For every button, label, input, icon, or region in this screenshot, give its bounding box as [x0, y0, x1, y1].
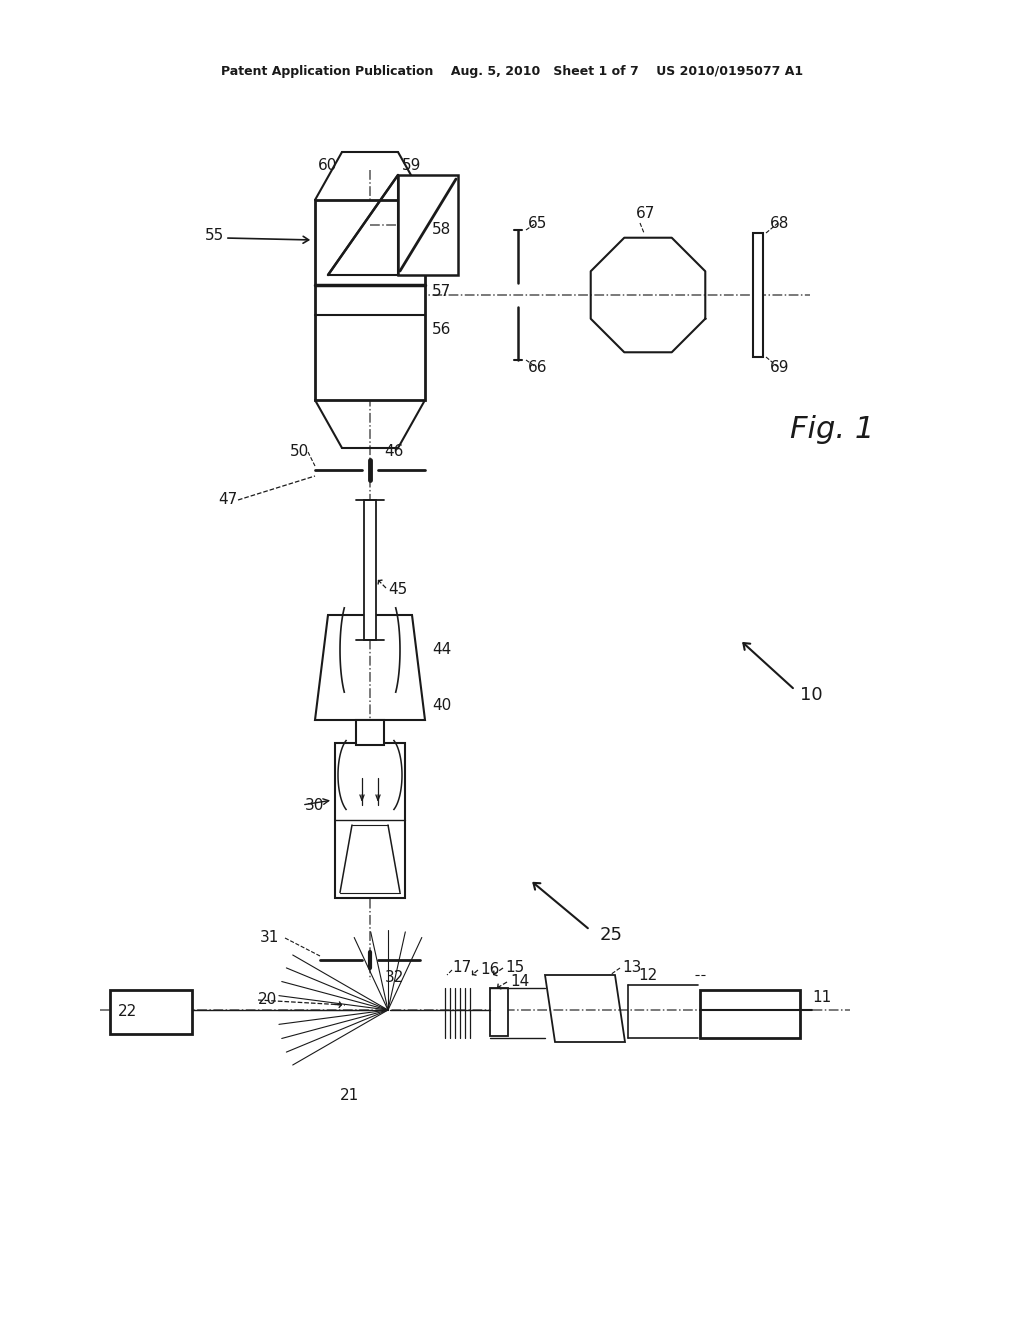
Text: 30: 30 [305, 797, 325, 813]
Bar [110, 990, 193, 1034]
Text: 10: 10 [800, 686, 822, 704]
Text: 65: 65 [528, 215, 548, 231]
Text: 60: 60 [318, 157, 337, 173]
Text: 15: 15 [505, 961, 524, 975]
Text: 59: 59 [402, 157, 422, 173]
Text: 14: 14 [510, 974, 529, 990]
Bar [700, 990, 800, 1038]
Bar [490, 987, 508, 1036]
Text: 12: 12 [638, 968, 657, 982]
Bar [398, 176, 458, 275]
Text: Patent Application Publication    Aug. 5, 2010   Sheet 1 of 7    US 2010/0195077: Patent Application Publication Aug. 5, 2… [221, 66, 803, 78]
Text: 68: 68 [770, 215, 790, 231]
Text: 32: 32 [385, 970, 404, 986]
Text: 11: 11 [812, 990, 831, 1006]
Text: 13: 13 [622, 961, 641, 975]
Text: 21: 21 [340, 1088, 359, 1102]
Bar [356, 719, 384, 744]
Text: 31: 31 [260, 931, 280, 945]
Text: 16: 16 [480, 962, 500, 978]
Text: 66: 66 [528, 359, 548, 375]
Bar [364, 500, 376, 640]
Text: Fig. 1: Fig. 1 [790, 416, 874, 445]
Text: 40: 40 [432, 697, 452, 713]
Text: 58: 58 [432, 223, 452, 238]
Text: 50: 50 [290, 445, 309, 459]
Text: 57: 57 [432, 285, 452, 300]
Text: 17: 17 [452, 961, 471, 975]
Text: 67: 67 [636, 206, 655, 220]
Text: 45: 45 [388, 582, 408, 598]
Text: 20: 20 [258, 993, 278, 1007]
Text: 56: 56 [432, 322, 452, 338]
Text: 25: 25 [600, 927, 623, 944]
Text: 22: 22 [118, 1005, 137, 1019]
Bar [753, 234, 763, 356]
Text: 44: 44 [432, 643, 452, 657]
Text: 46: 46 [384, 445, 403, 459]
Text: 55: 55 [205, 227, 224, 243]
Bar [315, 201, 425, 400]
Text: 69: 69 [770, 359, 790, 375]
Text: 47: 47 [218, 492, 238, 507]
Bar [335, 742, 406, 898]
